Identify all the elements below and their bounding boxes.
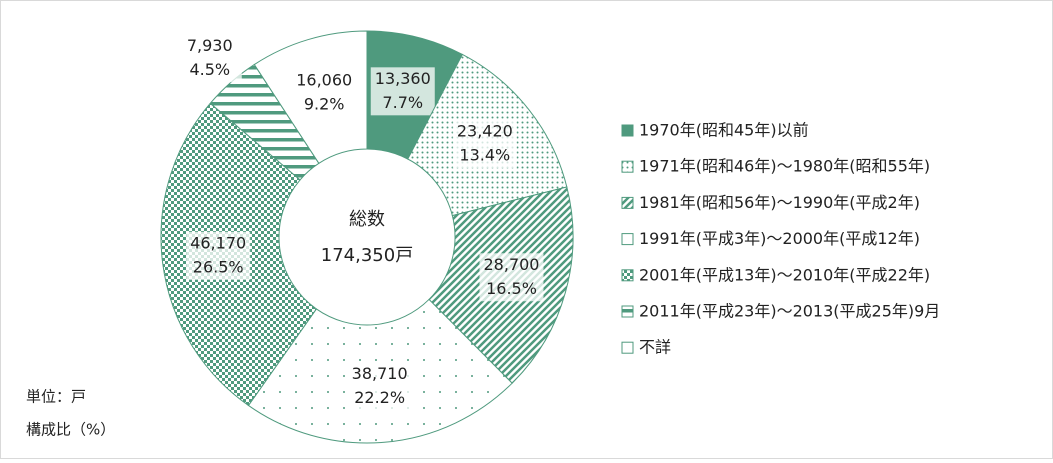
label-bg xyxy=(292,69,357,118)
share-label: 4.5% xyxy=(189,60,230,79)
legend-label: 1981年(昭和56年)～1990年(平成2年) xyxy=(639,193,920,212)
share-note: 構成比（%） xyxy=(26,421,115,439)
legend-label: 1991年(平成3年)～2000年(平成12年) xyxy=(639,229,920,248)
legend-swatch xyxy=(621,269,634,282)
share-label: 26.5% xyxy=(193,257,244,276)
value-label: 13,360 xyxy=(375,69,431,88)
legend-label: 1970年(昭和45年)以前 xyxy=(639,121,809,140)
legend-swatch xyxy=(621,160,634,173)
label-bg xyxy=(479,253,544,302)
value-label: 28,700 xyxy=(484,255,540,274)
legend-label: 2011年(平成23年)～2013(平成25年)9月 xyxy=(639,302,940,321)
center-label: 総数 xyxy=(349,209,385,230)
share-label: 16.5% xyxy=(486,279,537,298)
legend-swatch xyxy=(621,341,634,354)
share-label: 7.7% xyxy=(382,93,423,112)
label-bg xyxy=(370,67,435,116)
label-bg xyxy=(347,362,412,411)
legend-label: 不詳 xyxy=(639,338,671,357)
share-label: 22.2% xyxy=(354,388,405,407)
label-bg xyxy=(177,34,242,83)
legend-swatch xyxy=(621,196,634,209)
legend-swatch xyxy=(621,305,634,318)
value-label: 23,420 xyxy=(457,122,513,141)
label-bg xyxy=(452,120,517,169)
legend-label: 2001年(平成13年)～2010年(平成22年) xyxy=(639,265,930,284)
label-bg xyxy=(186,231,251,280)
share-label: 9.2% xyxy=(304,95,345,114)
share-label: 13.4% xyxy=(459,146,510,165)
legend-label: 1971年(昭和46年)～1980年(昭和55年) xyxy=(639,157,930,176)
legend-swatch xyxy=(621,124,634,137)
legend-swatch xyxy=(621,233,634,246)
unit-note: 単位：戸 xyxy=(26,388,86,406)
value-label: 7,930 xyxy=(187,36,233,55)
value-label: 38,710 xyxy=(352,364,408,383)
value-label: 46,170 xyxy=(190,233,246,252)
value-label: 16,060 xyxy=(296,71,352,90)
total-label: 174,350戸 xyxy=(321,245,413,266)
